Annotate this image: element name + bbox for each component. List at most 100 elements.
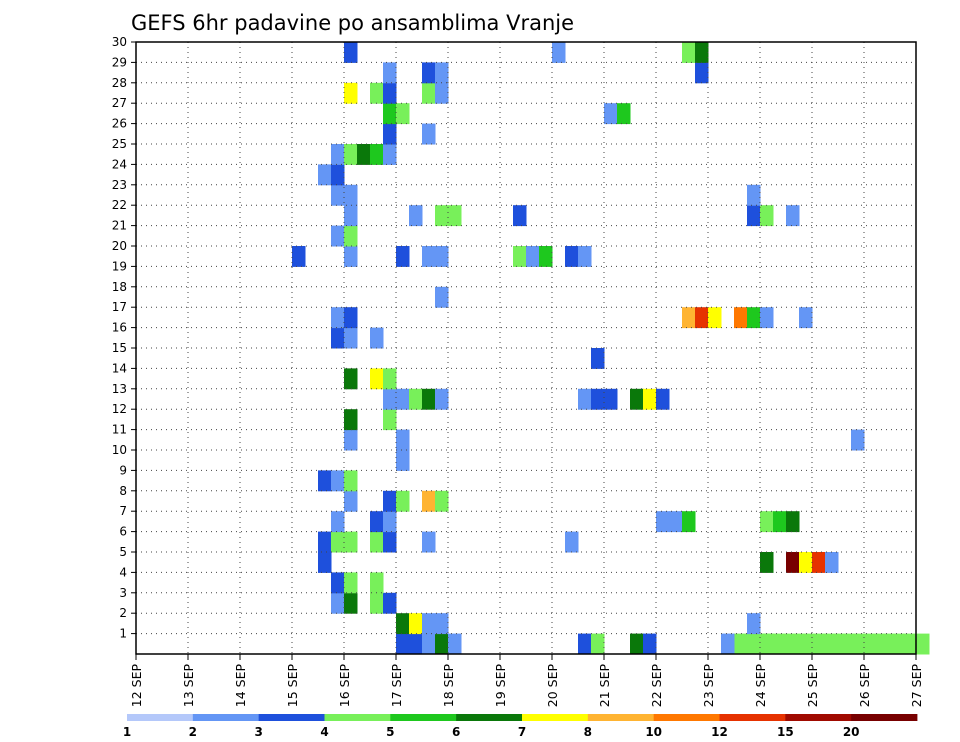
precip-cell <box>721 633 735 655</box>
precip-cell <box>565 531 579 553</box>
x-tick-label: 13 SEP <box>181 664 196 708</box>
precip-cell <box>344 144 358 165</box>
precip-cell <box>396 429 410 451</box>
precip-cell <box>513 246 527 267</box>
colorbar-label: 10 <box>645 725 662 739</box>
precip-cell <box>773 633 787 655</box>
precip-cell <box>331 511 345 533</box>
y-axis-ticks: 1234567891011121314151617181920212223242… <box>112 35 136 641</box>
precip-cell <box>448 633 462 655</box>
precip-cell <box>656 511 670 533</box>
precip-cell <box>604 103 618 125</box>
y-tick-label: 4 <box>119 565 127 579</box>
y-tick-label: 1 <box>119 627 127 641</box>
precip-cell <box>422 62 436 84</box>
colorbar: 1 2 3 4 5 6 7 8 10 12 15 20 <box>123 714 918 739</box>
precip-cell <box>643 633 657 655</box>
precip-cell <box>695 62 709 84</box>
precip-cell <box>435 62 449 84</box>
y-tick-label: 23 <box>112 178 127 192</box>
precip-cell <box>370 531 384 553</box>
precip-cell <box>292 246 306 267</box>
precip-cell <box>331 164 345 186</box>
colorbar-label: 8 <box>584 725 592 739</box>
precip-cell <box>422 123 436 145</box>
precip-cell <box>383 388 397 410</box>
precip-cell <box>799 633 813 655</box>
precip-cell <box>799 552 813 573</box>
precip-cell <box>422 246 436 267</box>
precip-cell <box>344 531 358 553</box>
precip-cell <box>838 633 852 655</box>
colorbar-label: 6 <box>452 725 460 739</box>
precip-cell <box>760 552 774 573</box>
precip-cell <box>851 429 865 451</box>
precip-cell <box>318 470 332 492</box>
precip-cell <box>604 388 618 410</box>
x-tick-label: 19 SEP <box>493 664 508 708</box>
y-tick-label: 16 <box>112 321 127 335</box>
y-tick-label: 18 <box>112 280 127 294</box>
precip-cell <box>435 490 449 512</box>
y-tick-label: 13 <box>112 382 127 396</box>
y-tick-label: 7 <box>119 504 127 518</box>
precip-cell <box>370 592 384 614</box>
precip-cell <box>396 103 410 125</box>
colorbar-label: 7 <box>518 725 526 739</box>
precip-cell <box>422 613 436 635</box>
precip-cell <box>344 246 358 267</box>
precip-cell <box>565 246 579 267</box>
colorbar-segment <box>851 714 918 721</box>
colorbar-segment <box>653 714 720 721</box>
precip-cell <box>409 388 423 410</box>
precip-cell <box>396 450 410 471</box>
precip-cell <box>344 205 358 227</box>
precip-cell <box>591 348 605 369</box>
precip-cell <box>331 307 345 329</box>
precip-cell <box>435 82 449 104</box>
precip-cell <box>435 205 449 227</box>
colorbar-segment <box>587 714 655 721</box>
precip-cell <box>916 633 930 655</box>
precip-cell <box>331 144 345 165</box>
precip-cell <box>370 511 384 533</box>
precip-cell <box>747 633 761 655</box>
precip-cell <box>422 82 436 104</box>
chart-title: GEFS 6hr padavine po ansamblima Vranje <box>131 11 574 35</box>
precip-cell <box>786 511 800 533</box>
precip-cell <box>383 144 397 165</box>
x-tick-label: 12 SEP <box>129 664 144 708</box>
precip-cell <box>578 388 592 410</box>
precip-cell <box>656 388 670 410</box>
precip-cell <box>448 205 462 227</box>
precip-cell <box>435 633 449 655</box>
precip-cell <box>344 307 358 329</box>
x-tick-label: 21 SEP <box>597 664 612 708</box>
precip-cell <box>383 123 397 145</box>
precip-cell <box>734 307 748 329</box>
grid-layer <box>136 42 916 654</box>
precip-cell <box>344 42 358 63</box>
y-tick-label: 21 <box>112 219 127 233</box>
precip-cell <box>344 184 358 206</box>
precip-cell <box>877 633 891 655</box>
precip-cell <box>409 613 423 635</box>
y-tick-label: 11 <box>112 423 127 437</box>
precip-cell <box>344 409 358 431</box>
precip-cell <box>851 633 865 655</box>
precip-cell <box>396 633 410 655</box>
precip-cell <box>331 592 345 614</box>
y-tick-label: 24 <box>112 157 127 171</box>
y-tick-label: 8 <box>119 484 127 498</box>
precip-cell <box>734 633 748 655</box>
precip-cell <box>331 572 345 594</box>
precip-cell <box>422 531 436 553</box>
y-tick-label: 14 <box>112 361 127 375</box>
precip-cell <box>786 633 800 655</box>
precip-cell <box>396 246 410 267</box>
y-tick-label: 12 <box>112 402 127 416</box>
precip-cell <box>331 327 345 349</box>
colorbar-label: 20 <box>843 725 860 739</box>
